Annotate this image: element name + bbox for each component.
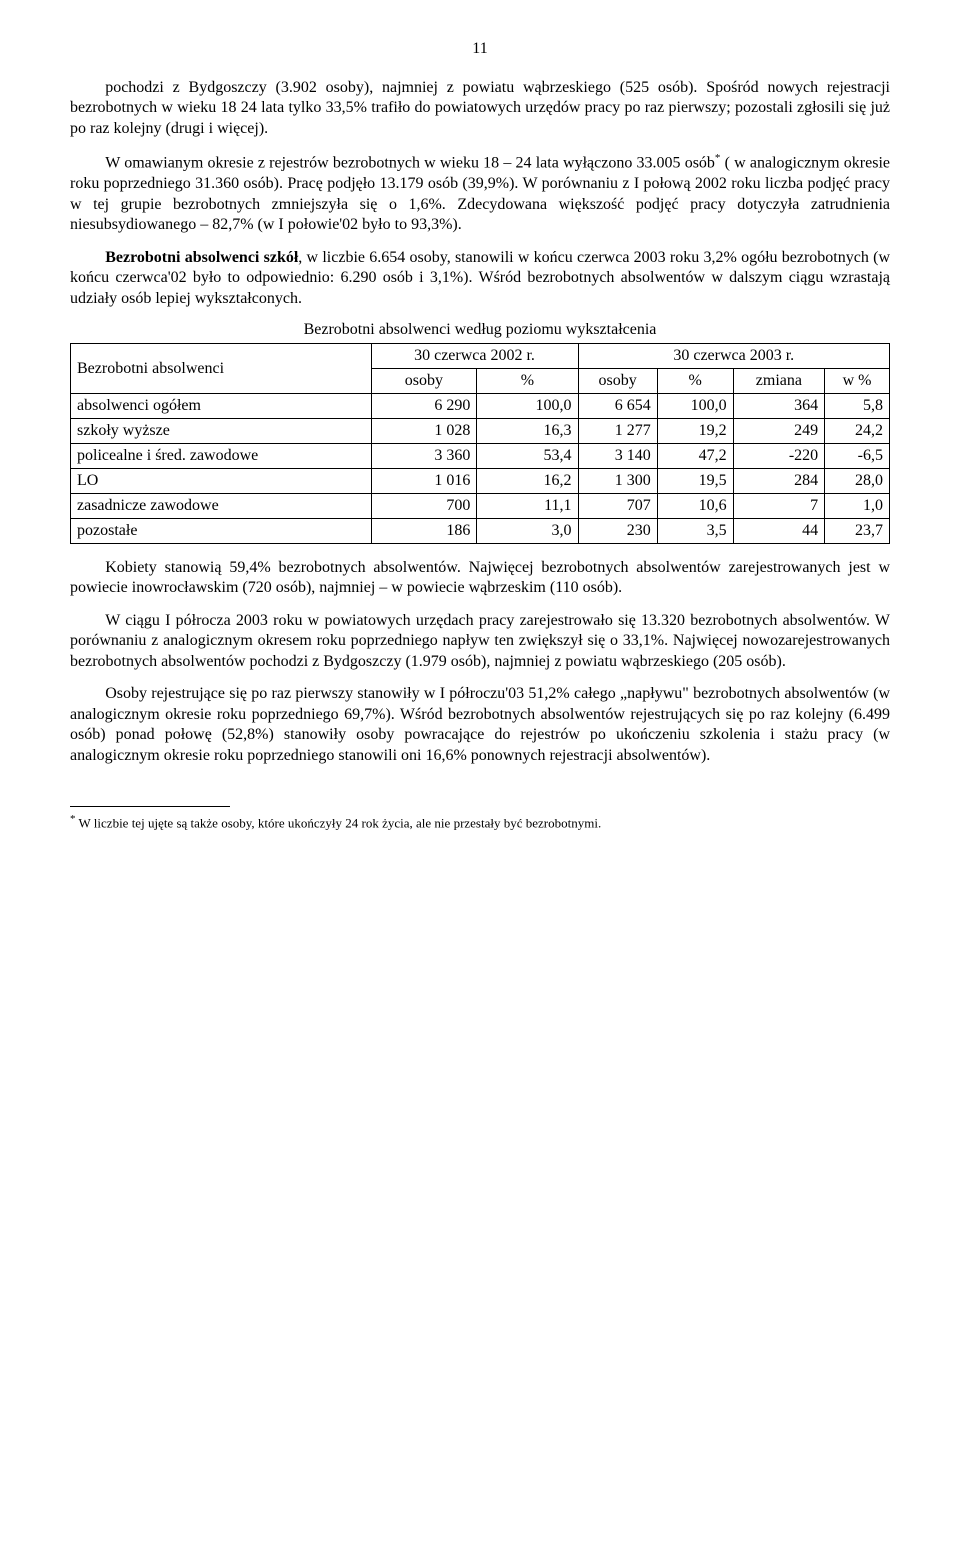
- cell-p1: 16,3: [477, 419, 578, 444]
- cell-label: zasadnicze zawodowe: [71, 494, 372, 519]
- header-pct-2: %: [657, 369, 733, 394]
- table-row: policealne i śred. zawodowe 3 360 53,4 3…: [71, 444, 890, 469]
- header-period-1: 30 czerwca 2002 r.: [371, 344, 578, 369]
- cell-w: 24,2: [825, 419, 890, 444]
- cell-label: policealne i śred. zawodowe: [71, 444, 372, 469]
- paragraph-6: Osoby rejestrujące się po raz pierwszy s…: [70, 684, 890, 766]
- footnote-rule: [70, 806, 230, 807]
- cell-p2: 47,2: [657, 444, 733, 469]
- paragraph-1-text: pochodzi z Bydgoszczy (3.902 osoby), naj…: [70, 79, 890, 137]
- table-row: szkoły wyższe 1 028 16,3 1 277 19,2 249 …: [71, 419, 890, 444]
- footnote-text: W liczbie tej ujęte są także osoby, któr…: [76, 816, 602, 831]
- cell-p2: 10,6: [657, 494, 733, 519]
- cell-o1: 6 290: [371, 394, 477, 419]
- cell-o1: 1 028: [371, 419, 477, 444]
- cell-label: LO: [71, 469, 372, 494]
- paragraph-5-text: W ciągu I półrocza 2003 roku w powiatowy…: [70, 612, 890, 670]
- cell-w: 5,8: [825, 394, 890, 419]
- cell-w: 1,0: [825, 494, 890, 519]
- page: 11 pochodzi z Bydgoszczy (3.902 osoby), …: [0, 0, 960, 892]
- header-zmiana: zmiana: [733, 369, 825, 394]
- header-pct-1: %: [477, 369, 578, 394]
- cell-z: -220: [733, 444, 825, 469]
- paragraph-4: Kobiety stanowią 59,4% bezrobotnych abso…: [70, 558, 890, 599]
- table-row: zasadnicze zawodowe 700 11,1 707 10,6 7 …: [71, 494, 890, 519]
- cell-p1: 16,2: [477, 469, 578, 494]
- cell-w: 23,7: [825, 519, 890, 544]
- cell-o2: 3 140: [578, 444, 657, 469]
- cell-label: absolwenci ogółem: [71, 394, 372, 419]
- cell-o2: 1 300: [578, 469, 657, 494]
- cell-label: szkoły wyższe: [71, 419, 372, 444]
- cell-p1: 3,0: [477, 519, 578, 544]
- table-body: absolwenci ogółem 6 290 100,0 6 654 100,…: [71, 394, 890, 544]
- education-table: Bezrobotni absolwenci 30 czerwca 2002 r.…: [70, 343, 890, 544]
- header-rowlabel: Bezrobotni absolwenci: [71, 344, 372, 394]
- paragraph-6-text: Osoby rejestrujące się po raz pierwszy s…: [70, 685, 890, 763]
- paragraph-1: pochodzi z Bydgoszczy (3.902 osoby), naj…: [70, 78, 890, 139]
- cell-z: 249: [733, 419, 825, 444]
- header-wpct: w %: [825, 369, 890, 394]
- paragraph-4-text: Kobiety stanowią 59,4% bezrobotnych abso…: [70, 559, 890, 596]
- cell-z: 44: [733, 519, 825, 544]
- header-osoby-1: osoby: [371, 369, 477, 394]
- paragraph-2: W omawianym okresie z rejestrów bezrobot…: [70, 151, 890, 235]
- cell-w: 28,0: [825, 469, 890, 494]
- table-title: Bezrobotni absolwenci według poziomu wyk…: [70, 321, 890, 339]
- footnote: * W liczbie tej ujęte są także osoby, kt…: [70, 813, 890, 831]
- cell-o1: 186: [371, 519, 477, 544]
- paragraph-2-text-a: W omawianym okresie z rejestrów bezrobot…: [105, 155, 715, 172]
- paragraph-3: Bezrobotni absolwenci szkół, w liczbie 6…: [70, 248, 890, 309]
- cell-o1: 3 360: [371, 444, 477, 469]
- paragraph-3-bold: Bezrobotni absolwenci szkół: [105, 249, 298, 266]
- cell-o2: 707: [578, 494, 657, 519]
- table-row: absolwenci ogółem 6 290 100,0 6 654 100,…: [71, 394, 890, 419]
- header-osoby-2: osoby: [578, 369, 657, 394]
- cell-z: 284: [733, 469, 825, 494]
- table-head: Bezrobotni absolwenci 30 czerwca 2002 r.…: [71, 344, 890, 394]
- cell-o2: 1 277: [578, 419, 657, 444]
- cell-p1: 11,1: [477, 494, 578, 519]
- paragraph-5: W ciągu I półrocza 2003 roku w powiatowy…: [70, 611, 890, 672]
- cell-p1: 53,4: [477, 444, 578, 469]
- cell-z: 364: [733, 394, 825, 419]
- cell-p2: 3,5: [657, 519, 733, 544]
- cell-o2: 230: [578, 519, 657, 544]
- header-period-2: 30 czerwca 2003 r.: [578, 344, 889, 369]
- table-header-row-1: Bezrobotni absolwenci 30 czerwca 2002 r.…: [71, 344, 890, 369]
- cell-w: -6,5: [825, 444, 890, 469]
- cell-p2: 100,0: [657, 394, 733, 419]
- cell-o1: 1 016: [371, 469, 477, 494]
- cell-p1: 100,0: [477, 394, 578, 419]
- table-row: LO 1 016 16,2 1 300 19,5 284 28,0: [71, 469, 890, 494]
- cell-o2: 6 654: [578, 394, 657, 419]
- cell-p2: 19,2: [657, 419, 733, 444]
- cell-z: 7: [733, 494, 825, 519]
- cell-label: pozostałe: [71, 519, 372, 544]
- cell-o1: 700: [371, 494, 477, 519]
- cell-p2: 19,5: [657, 469, 733, 494]
- page-number: 11: [70, 40, 890, 58]
- table-row: pozostałe 186 3,0 230 3,5 44 23,7: [71, 519, 890, 544]
